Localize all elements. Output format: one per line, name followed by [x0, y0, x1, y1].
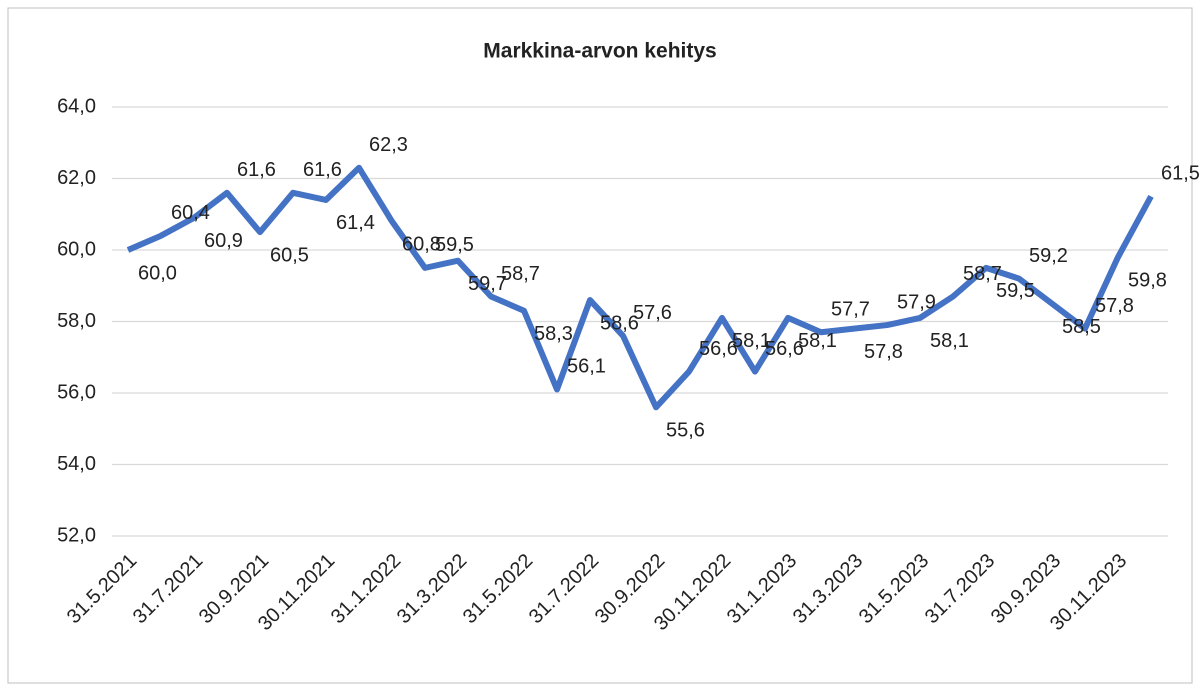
chart-title: Markkina-arvon kehitys — [483, 40, 716, 63]
data-label: 59,5 — [435, 234, 474, 256]
data-label: 59,5 — [996, 280, 1035, 302]
y-tick-label: 54,0 — [57, 453, 96, 475]
data-label: 58,6 — [600, 312, 639, 334]
data-label: 61,6 — [237, 159, 276, 181]
x-tick-label: 31.5.2022 — [459, 550, 537, 628]
y-tick-label: 58,0 — [57, 310, 96, 332]
data-label: 59,2 — [1029, 245, 1068, 267]
y-tick-label: 60,0 — [57, 238, 96, 260]
line — [126, 164, 1154, 411]
x-tick-label: 31.7.2023 — [921, 550, 999, 628]
x-tick-label: 31.5.2021 — [63, 550, 141, 628]
data-label: 56,6 — [765, 338, 804, 360]
data-label: 62,3 — [369, 134, 408, 156]
x-tick-label: 31.5.2023 — [855, 550, 933, 628]
x-tick-label: 31.1.2022 — [327, 550, 405, 628]
data-label: 57,6 — [633, 302, 672, 324]
data-label: 58,1 — [798, 330, 837, 352]
data-label: 58,1 — [732, 330, 771, 352]
data-label: 60,8 — [402, 234, 441, 256]
x-tick-label: 31.1.2023 — [723, 550, 801, 628]
chart-border — [7, 7, 1193, 684]
x-tick-label: 31.7.2021 — [129, 550, 207, 628]
x-tick-label: 31.3.2023 — [789, 550, 867, 628]
data-label: 55,6 — [666, 420, 705, 442]
y-tick-label: 62,0 — [57, 167, 96, 189]
data-label: 60,4 — [171, 202, 210, 224]
data-label: 58,1 — [930, 330, 969, 352]
data-label: 56,1 — [567, 356, 606, 378]
data-label: 57,7 — [831, 299, 870, 321]
data-label: 58,5 — [1062, 316, 1101, 338]
data-label: 61,6 — [303, 159, 342, 181]
data-label: 59,8 — [1128, 269, 1167, 291]
data-label: 58,7 — [963, 263, 1002, 285]
y-tick-label: 52,0 — [57, 524, 96, 546]
data-label: 57,9 — [897, 291, 936, 313]
data-label: 61,5 — [1161, 163, 1200, 185]
data-label: 58,3 — [534, 323, 573, 345]
x-tick-label: 31.7.2022 — [525, 550, 603, 628]
data-label: 60,5 — [270, 244, 309, 266]
data-label: 58,7 — [501, 263, 540, 285]
data-label: 57,8 — [864, 341, 903, 363]
data-label: 60,9 — [204, 230, 243, 252]
data-label: 59,7 — [468, 273, 507, 295]
x-tick-label: 31.3.2022 — [393, 550, 471, 628]
data-label: 61,4 — [336, 212, 375, 234]
data-label: 56,6 — [699, 338, 738, 360]
y-tick-label: 64,0 — [57, 95, 96, 117]
y-tick-label: 56,0 — [57, 381, 96, 403]
data-label: 60,0 — [138, 262, 177, 284]
data-label: 57,8 — [1095, 295, 1134, 317]
